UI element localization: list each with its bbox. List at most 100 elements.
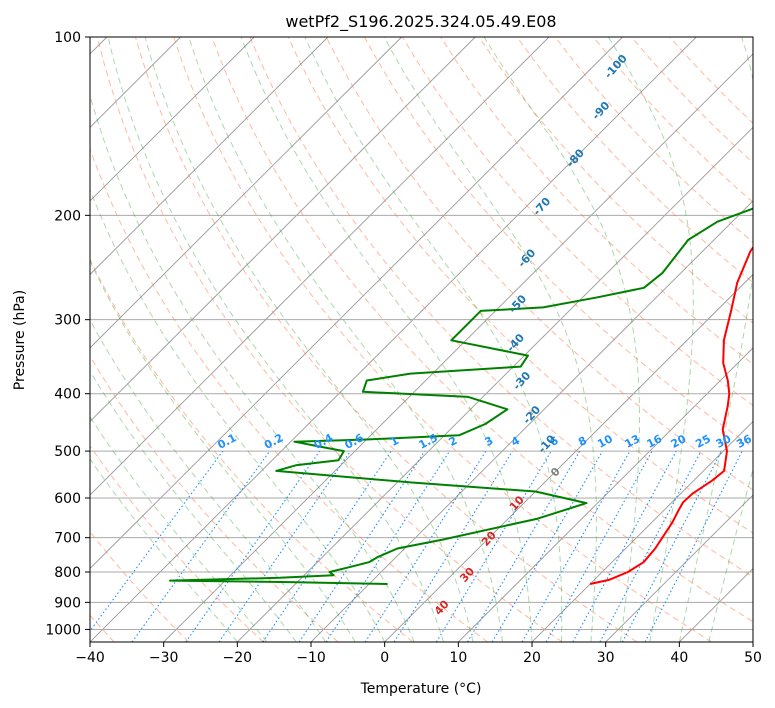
moist-adiabat-line [383,37,597,642]
mixing-ratio-label: 16 [645,432,665,451]
isotherm-line [310,200,753,642]
moist-adiabat-line [607,37,694,642]
dry-adiabat-line [134,37,638,642]
isotherm-line [90,37,329,276]
moist-adiabat-line [678,37,753,642]
isotherm-line [458,347,753,642]
isotherm-line [90,37,697,642]
y-tick-label: 1000 [45,622,81,638]
isotherm-line [679,567,753,642]
x-tick-label: 20 [523,650,541,666]
moist-adiabat-line [107,37,445,642]
y-tick-label: 400 [54,387,81,403]
moist-adiabat-line [304,37,563,642]
dry-adiabat-label: -90 [589,99,612,123]
x-tick-label: −10 [296,650,326,666]
dry-adiabat-line [669,37,753,124]
mixing-ratio-label: 36 [734,432,754,451]
dry-adiabat-line [287,37,753,534]
x-tick-label: 50 [744,650,762,666]
dry-adiabat-line [96,37,563,642]
mixing-ratio-line [467,450,581,642]
isotherm-line [90,37,623,570]
mixing-ratio-label: 20 [669,432,689,451]
x-tick-label: −40 [75,650,105,666]
mixing-ratio-line [185,450,321,642]
moist-adiabat-line [90,370,297,642]
y-axis-label: Pressure (hPa) [12,290,28,390]
x-tick-label: −20 [223,650,253,666]
dry-adiabat-line [249,37,753,578]
isotherm-line [90,37,402,349]
isotherm-line [90,37,255,202]
moist-adiabat-line [90,93,415,642]
mixing-ratio-line [599,450,702,642]
mixing-ratio-label: 3 [483,434,496,449]
mixing-ratio-label: 4 [509,434,522,449]
moist-adiabat-line [90,415,268,642]
mixing-ratio-line [393,450,513,642]
dry-adiabat-label: -20 [520,403,543,427]
mixing-ratio-label: 25 [693,432,713,451]
mixing-ratio-line [435,450,552,642]
x-tick-label: 0 [380,650,389,666]
moist-adiabat-line [144,37,474,642]
dry-adiabat-line [173,37,712,642]
dry-adiabat-line [592,37,753,203]
mixing-ratio-line [545,450,653,642]
background-lines [90,37,753,642]
y-tick-label: 300 [54,313,81,329]
dry-adiabat-label: -70 [530,195,553,219]
mixing-ratio-label: 0.6 [343,431,367,452]
chart-title: wetPf2_S196.2025.324.05.49.E08 [285,12,556,32]
x-tick-label: −30 [149,650,179,666]
mixing-ratio-line [364,450,487,642]
mixing-ratio-line [90,450,224,632]
x-tick-label: 10 [449,650,467,666]
mixing-ratio-line [572,450,677,642]
dry-adiabat-line [554,37,753,243]
y-tick-label: 500 [54,444,81,460]
adiabat-label: 40 [432,597,452,617]
dry-adiabat-line [90,258,414,642]
mixing-ratio-label: 30 [714,432,734,451]
y-tick-label: 200 [54,208,81,224]
x-tick-label: 30 [597,650,615,666]
dry-adiabat-line [90,147,488,642]
dry-adiabat-line [325,37,753,491]
moist-adiabat-line [188,37,503,642]
y-tick-label: 900 [54,595,81,611]
y-tick-label: 600 [54,491,81,507]
isotherm-line [90,37,550,496]
moist-adiabat-line [240,37,533,642]
isotherm-line [605,494,753,642]
axis-ticks: −40 −30 −20 −10 0 10 20 30 40 5010020030040050060… [45,30,762,666]
mixing-ratio-line [131,450,271,642]
line-labels: 0.1 0.2 0.4 0.6 1 1.5 2 3 4 6 8 10 13 16 20 25 30 36-100-… [215,52,754,618]
dry-adiabat-line [90,445,264,642]
moist-adiabat-line [90,259,356,642]
moist-adiabat-line [90,318,327,642]
dry-adiabat-line [211,37,753,623]
adiabat-label: 10 [507,493,527,513]
mixing-ratio-label: 0.1 [215,431,238,452]
mixing-ratio-label: 13 [623,432,643,451]
plot-frame [89,36,754,643]
mixing-ratio-line [491,450,604,642]
mixing-ratio-label: 1 [388,434,401,449]
mixing-ratio-label: 10 [595,432,615,451]
moist-adiabat-line [90,188,386,642]
y-tick-label: 700 [54,531,81,547]
isotherm-line [752,641,753,642]
isotherm-line [163,53,753,642]
temperature-profile-line [589,245,753,585]
moist-adiabat-line [90,458,238,642]
isotherm-line [237,126,753,642]
dry-adiabat-label: -50 [506,292,529,316]
dry-adiabat-line [516,37,753,284]
isotherm-line [384,273,753,642]
dry-adiabat-label: -60 [515,246,538,270]
dewpoint-profile-line [169,207,753,585]
dry-adiabat-label: -100 [602,52,630,81]
